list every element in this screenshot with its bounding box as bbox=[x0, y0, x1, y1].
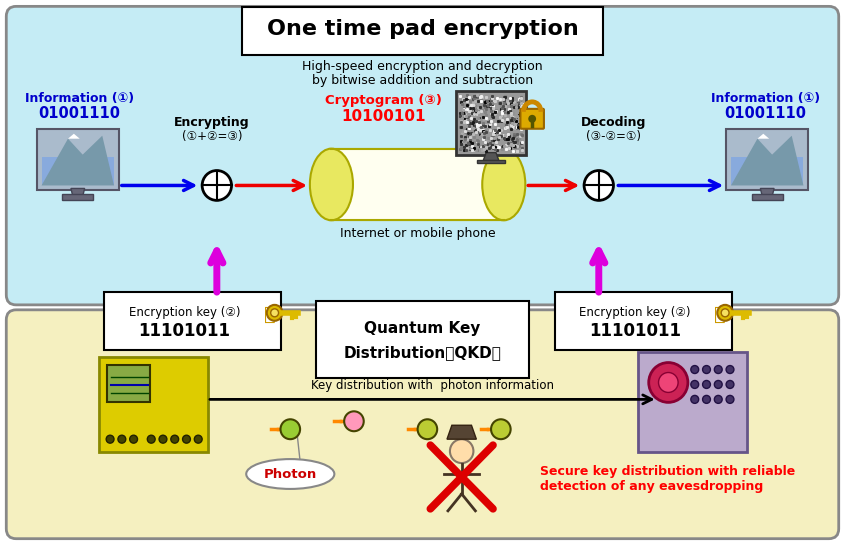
Polygon shape bbox=[71, 188, 84, 197]
Circle shape bbox=[182, 435, 190, 443]
FancyBboxPatch shape bbox=[99, 357, 208, 452]
Text: Encryption key (②): Encryption key (②) bbox=[580, 306, 691, 319]
FancyBboxPatch shape bbox=[6, 6, 838, 305]
Circle shape bbox=[715, 366, 722, 373]
FancyBboxPatch shape bbox=[520, 109, 544, 129]
FancyBboxPatch shape bbox=[316, 301, 529, 378]
FancyBboxPatch shape bbox=[41, 157, 114, 186]
Polygon shape bbox=[68, 134, 80, 138]
Polygon shape bbox=[447, 425, 476, 439]
Circle shape bbox=[726, 366, 734, 373]
Circle shape bbox=[491, 419, 511, 439]
Circle shape bbox=[717, 305, 733, 321]
Bar bbox=[331, 148, 504, 220]
Circle shape bbox=[147, 435, 155, 443]
Text: 11101011: 11101011 bbox=[138, 322, 230, 340]
FancyBboxPatch shape bbox=[243, 7, 603, 55]
Circle shape bbox=[715, 396, 722, 403]
Circle shape bbox=[528, 115, 536, 123]
Circle shape bbox=[715, 381, 722, 388]
Circle shape bbox=[106, 435, 114, 443]
Text: ⚿: ⚿ bbox=[264, 305, 275, 324]
Circle shape bbox=[726, 381, 734, 388]
Text: 10100101: 10100101 bbox=[341, 109, 426, 124]
Ellipse shape bbox=[482, 148, 525, 220]
FancyBboxPatch shape bbox=[104, 292, 281, 350]
Circle shape bbox=[130, 435, 138, 443]
FancyBboxPatch shape bbox=[62, 194, 94, 201]
Circle shape bbox=[691, 381, 698, 388]
Circle shape bbox=[722, 309, 729, 317]
Text: Decoding: Decoding bbox=[580, 116, 646, 129]
FancyBboxPatch shape bbox=[6, 310, 838, 538]
Text: by bitwise addition and subtraction: by bitwise addition and subtraction bbox=[312, 74, 533, 88]
Text: Distribution（QKD）: Distribution（QKD） bbox=[343, 345, 501, 360]
Text: Key distribution with  photon information: Key distribution with photon information bbox=[310, 379, 554, 392]
FancyBboxPatch shape bbox=[555, 292, 732, 350]
Circle shape bbox=[271, 309, 279, 317]
Text: High-speed encryption and decryption: High-speed encryption and decryption bbox=[302, 60, 543, 73]
Circle shape bbox=[691, 366, 698, 373]
Bar bbox=[331, 148, 504, 220]
FancyBboxPatch shape bbox=[456, 91, 526, 155]
Ellipse shape bbox=[246, 459, 335, 489]
Circle shape bbox=[159, 435, 167, 443]
Circle shape bbox=[280, 419, 300, 439]
Circle shape bbox=[194, 435, 202, 443]
Text: Information (①): Information (①) bbox=[710, 93, 820, 105]
Bar bbox=[477, 160, 505, 162]
Polygon shape bbox=[731, 136, 803, 186]
Polygon shape bbox=[760, 188, 774, 197]
Text: detection of any eavesdropping: detection of any eavesdropping bbox=[540, 480, 764, 494]
Circle shape bbox=[418, 419, 437, 439]
Text: Encrypting: Encrypting bbox=[174, 116, 249, 129]
Text: Photon: Photon bbox=[264, 468, 317, 480]
Circle shape bbox=[118, 435, 126, 443]
Circle shape bbox=[171, 435, 179, 443]
Circle shape bbox=[703, 381, 710, 388]
Circle shape bbox=[691, 396, 698, 403]
FancyBboxPatch shape bbox=[638, 352, 746, 452]
Text: 01001110: 01001110 bbox=[39, 106, 120, 121]
Text: One time pad encryption: One time pad encryption bbox=[267, 19, 579, 39]
Circle shape bbox=[344, 411, 364, 431]
Text: Cryptogram (③): Cryptogram (③) bbox=[325, 94, 442, 107]
Circle shape bbox=[703, 366, 710, 373]
Circle shape bbox=[450, 439, 473, 463]
Circle shape bbox=[648, 362, 688, 402]
FancyBboxPatch shape bbox=[726, 129, 808, 191]
Ellipse shape bbox=[310, 148, 353, 220]
FancyBboxPatch shape bbox=[752, 194, 783, 201]
Text: Internet or mobile phone: Internet or mobile phone bbox=[340, 227, 495, 240]
FancyBboxPatch shape bbox=[37, 129, 119, 191]
Circle shape bbox=[659, 372, 678, 392]
Text: 01001110: 01001110 bbox=[724, 106, 807, 121]
Text: ⚿: ⚿ bbox=[715, 305, 726, 324]
Text: (③-②=①): (③-②=①) bbox=[586, 130, 641, 143]
Polygon shape bbox=[758, 134, 769, 138]
FancyBboxPatch shape bbox=[108, 365, 150, 402]
Circle shape bbox=[202, 171, 231, 201]
Circle shape bbox=[703, 396, 710, 403]
Circle shape bbox=[584, 171, 613, 201]
Text: Quantum Key: Quantum Key bbox=[365, 321, 481, 336]
Text: Encryption key (②): Encryption key (②) bbox=[129, 306, 240, 319]
Polygon shape bbox=[41, 136, 114, 186]
Circle shape bbox=[726, 396, 734, 403]
Text: 11101011: 11101011 bbox=[589, 322, 681, 340]
FancyBboxPatch shape bbox=[731, 157, 803, 186]
Text: Information (①): Information (①) bbox=[25, 93, 134, 105]
Polygon shape bbox=[483, 152, 499, 161]
Text: (①+②=③): (①+②=③) bbox=[181, 130, 243, 143]
Circle shape bbox=[267, 305, 282, 321]
Text: Secure key distribution with reliable: Secure key distribution with reliable bbox=[540, 464, 796, 478]
